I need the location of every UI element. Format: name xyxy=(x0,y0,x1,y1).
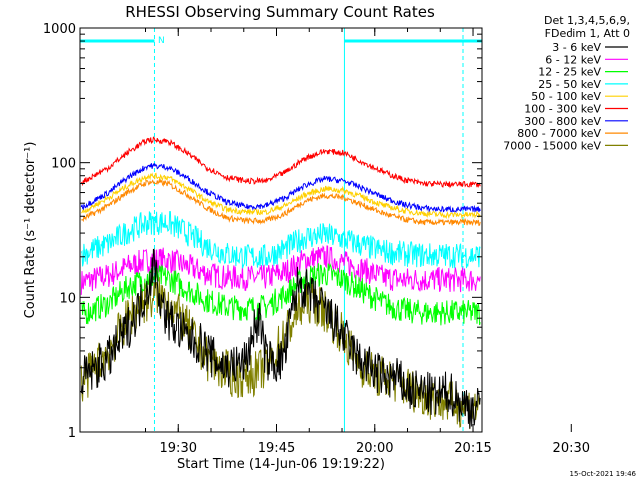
y-tick-label-2: 100 xyxy=(51,157,76,172)
y-tick-label-3: 1000 xyxy=(43,22,76,37)
chart-title: RHESSI Observing Summary Count Rates xyxy=(125,3,435,21)
x-tick-label-1: 19:45 xyxy=(258,441,295,456)
x-axis-label: Start Time (14-Jun-06 19:19:22) xyxy=(177,457,385,472)
x-tick-label-3: 20:15 xyxy=(454,441,491,456)
legend-label-300-800-kev: 300 - 800 keV xyxy=(524,115,601,128)
legend-label-800-7000-kev: 800 - 7000 keV xyxy=(517,127,601,140)
footer-date: 15-Oct-2021 19:46 xyxy=(570,470,637,478)
series-300-800-kev xyxy=(80,162,481,213)
legend-label-7000-15000-kev: 7000 - 15000 keV xyxy=(503,139,601,152)
y-tick-label-0: 1 xyxy=(68,426,76,441)
legend-label-3-6-kev: 3 - 6 keV xyxy=(552,41,601,54)
legend-label-100-300-kev: 100 - 300 keV xyxy=(524,103,601,116)
legend-label-50-100-kev: 50 - 100 keV xyxy=(531,90,601,103)
plot-frame xyxy=(79,27,483,433)
series-50-100-kev xyxy=(81,172,481,220)
x-tick-label-2: 20:00 xyxy=(356,441,393,456)
series-100-300-kev xyxy=(80,136,481,189)
y-tick-label-1: 10 xyxy=(59,291,76,306)
night-regions xyxy=(80,28,482,432)
x-tick-label-0: 19:30 xyxy=(160,441,197,456)
legend-label-25-50-kev: 25 - 50 keV xyxy=(538,78,601,91)
flag-label: N xyxy=(158,36,165,46)
legend-header-1: Det 1,3,4,5,6,9, xyxy=(544,14,630,27)
series-6-12-kev xyxy=(80,245,481,295)
series-layer xyxy=(80,136,481,430)
y-axis-label: Count Rate (s⁻¹ detector⁻¹) xyxy=(23,142,38,319)
series-25-50-kev xyxy=(80,211,481,269)
legend-label-6-12-kev: 6 - 12 keV xyxy=(545,53,601,66)
series-3-6-kev xyxy=(80,248,481,429)
legend-label-12-25-kev: 12 - 25 keV xyxy=(538,66,601,79)
series-800-7000-kev xyxy=(81,178,481,227)
legend-header-2: FDecim 1, Att 0 xyxy=(545,27,630,40)
series-12-25-kev xyxy=(80,263,481,326)
x-tick-label-4: 20:30 xyxy=(553,441,590,456)
